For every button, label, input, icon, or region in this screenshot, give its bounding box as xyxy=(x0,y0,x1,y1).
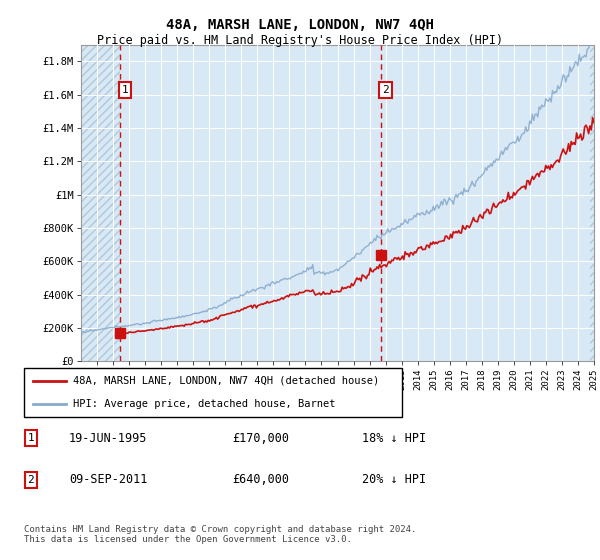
Text: Price paid vs. HM Land Registry's House Price Index (HPI): Price paid vs. HM Land Registry's House … xyxy=(97,34,503,46)
Text: HPI: Average price, detached house, Barnet: HPI: Average price, detached house, Barn… xyxy=(73,399,335,409)
Text: 1: 1 xyxy=(28,433,34,444)
Text: 19-JUN-1995: 19-JUN-1995 xyxy=(69,432,148,445)
Text: 48A, MARSH LANE, LONDON, NW7 4QH: 48A, MARSH LANE, LONDON, NW7 4QH xyxy=(166,18,434,32)
Text: 48A, MARSH LANE, LONDON, NW7 4QH (detached house): 48A, MARSH LANE, LONDON, NW7 4QH (detach… xyxy=(73,376,379,386)
Text: 2: 2 xyxy=(382,85,389,95)
Text: £170,000: £170,000 xyxy=(233,432,290,445)
Text: Contains HM Land Registry data © Crown copyright and database right 2024.
This d: Contains HM Land Registry data © Crown c… xyxy=(24,525,416,544)
Text: 1: 1 xyxy=(122,85,128,95)
FancyBboxPatch shape xyxy=(24,368,402,417)
Text: 2: 2 xyxy=(28,475,34,485)
Text: £640,000: £640,000 xyxy=(233,473,290,486)
Text: 18% ↓ HPI: 18% ↓ HPI xyxy=(362,432,427,445)
Text: 09-SEP-2011: 09-SEP-2011 xyxy=(69,473,148,486)
Text: 20% ↓ HPI: 20% ↓ HPI xyxy=(362,473,427,486)
